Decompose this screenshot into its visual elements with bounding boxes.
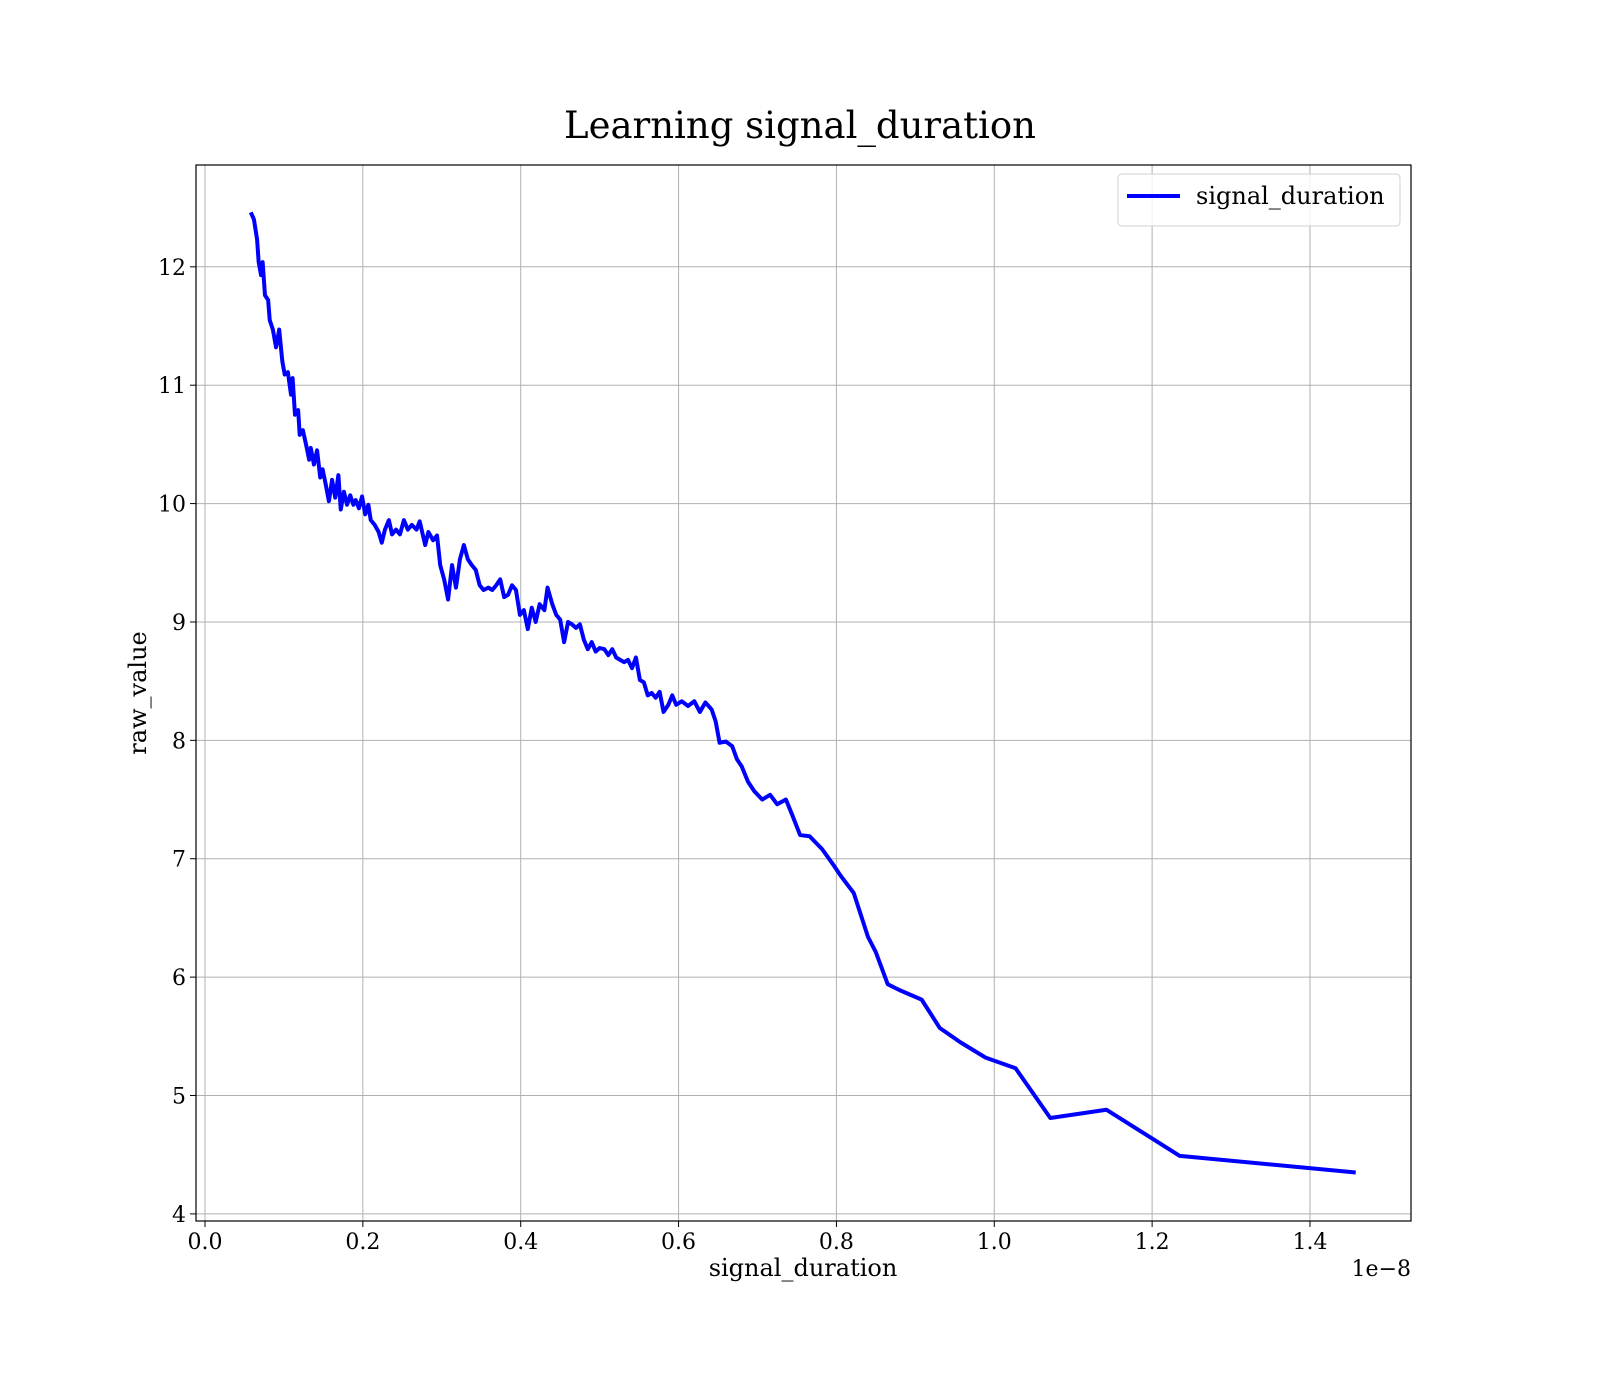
x-axis-label: signal_duration — [709, 1254, 898, 1282]
y-tick-label: 5 — [172, 1085, 186, 1110]
y-tick-label: 7 — [172, 848, 186, 873]
x-tick-label: 0.2 — [345, 1230, 380, 1255]
y-tick-label: 6 — [172, 966, 186, 991]
legend-box — [1117, 173, 1401, 227]
y-axis-label: raw_value — [124, 631, 152, 755]
x-offset-label: 1e−8 — [1352, 1257, 1411, 1282]
x-tick-label: 0.0 — [187, 1230, 222, 1255]
y-tick-label: 12 — [158, 256, 186, 281]
x-tick-label: 0.6 — [661, 1230, 696, 1255]
grid — [196, 165, 1411, 1221]
ticks: 0.0 0.2 0.4 0.6 0.8 1.0 1.2 1.4 4 5 6 7 8 9 10 11 12 — [158, 256, 1327, 1255]
y-tick-label: 4 — [172, 1203, 186, 1228]
y-tick-label: 9 — [172, 611, 186, 636]
axes-frame — [195, 164, 1412, 1222]
y-tick-label: 11 — [158, 374, 186, 399]
plot-area — [248, 211, 1356, 1175]
y-tick-label: 10 — [158, 493, 186, 518]
legend-label: signal_duration — [1196, 182, 1385, 210]
x-tick-label: 1.2 — [1135, 1230, 1170, 1255]
x-tick-label: 0.8 — [819, 1230, 854, 1255]
x-tick-label: 0.4 — [503, 1230, 538, 1255]
y-tick-label: 8 — [172, 729, 186, 754]
x-tick-label: 1.4 — [1292, 1230, 1327, 1255]
x-tick-label: 1.0 — [977, 1230, 1012, 1255]
chart-title: Learning signal_duration — [564, 104, 1036, 148]
legend: signal_duration — [1117, 173, 1401, 227]
data-line — [248, 211, 1356, 1175]
